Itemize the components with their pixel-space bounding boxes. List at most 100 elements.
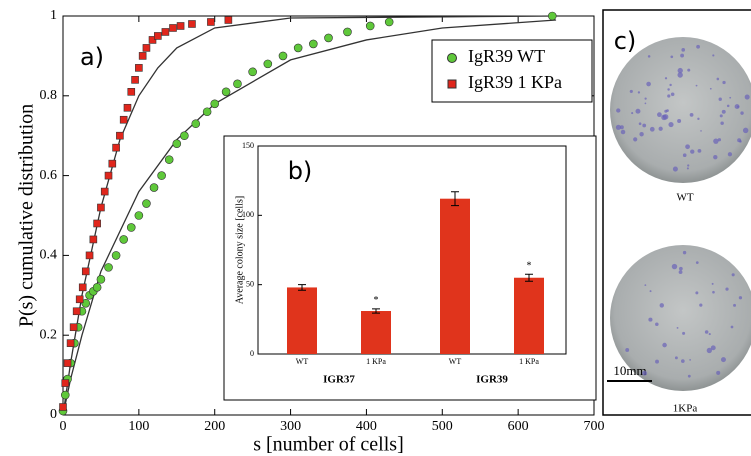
colony-speck bbox=[720, 357, 726, 363]
colony-speck bbox=[629, 89, 633, 94]
colony-speck bbox=[615, 124, 621, 130]
colony-speck bbox=[739, 140, 742, 143]
colony-speck bbox=[681, 359, 685, 363]
colony-speck bbox=[669, 83, 672, 87]
colony-speck bbox=[644, 102, 647, 105]
colony-speck bbox=[679, 266, 683, 271]
colony-speck bbox=[689, 112, 694, 117]
colony-speck bbox=[680, 53, 685, 58]
significance-mark: * bbox=[527, 261, 532, 272]
x-tick-label: 100 bbox=[128, 419, 149, 434]
data-point bbox=[278, 51, 288, 61]
data-point bbox=[81, 267, 90, 276]
data-point bbox=[104, 171, 113, 180]
inset-frame bbox=[223, 135, 597, 401]
data-point bbox=[111, 251, 121, 260]
data-point bbox=[89, 235, 98, 244]
colony-speck bbox=[697, 148, 702, 153]
data-point bbox=[180, 131, 189, 140]
colony-speck bbox=[667, 94, 671, 98]
data-point bbox=[210, 99, 220, 109]
data-point bbox=[154, 32, 162, 40]
bar bbox=[514, 277, 544, 354]
colony-speck bbox=[646, 81, 651, 87]
data-point bbox=[85, 251, 94, 260]
colony-speck bbox=[672, 166, 678, 172]
colony-speck bbox=[671, 263, 678, 270]
colony-speck bbox=[706, 347, 712, 354]
legend-label: IgR39 WT bbox=[468, 46, 545, 66]
colony-speck bbox=[642, 370, 648, 376]
colony-speck bbox=[689, 359, 691, 361]
data-point bbox=[97, 203, 105, 212]
y-tick-label: 0 bbox=[250, 349, 254, 358]
data-point bbox=[157, 171, 166, 180]
colony-speck bbox=[659, 303, 664, 308]
x-tick-label: WT bbox=[449, 357, 462, 366]
bar bbox=[440, 198, 470, 354]
colony-speck bbox=[696, 44, 700, 49]
colony-speck bbox=[670, 92, 675, 97]
colony-speck bbox=[716, 370, 721, 375]
colony-speck bbox=[655, 359, 659, 364]
colony-speck bbox=[687, 374, 691, 378]
data-point bbox=[149, 183, 159, 192]
colony-speck bbox=[697, 117, 700, 121]
colony-speck bbox=[686, 167, 689, 170]
error-bar bbox=[372, 308, 380, 314]
bar bbox=[361, 311, 391, 354]
fit-line bbox=[62, 15, 557, 416]
colony-speck bbox=[644, 284, 647, 287]
data-point bbox=[104, 263, 113, 272]
colony-speck bbox=[682, 153, 687, 158]
data-point bbox=[119, 235, 128, 244]
colony-speck bbox=[726, 104, 730, 108]
colony-speck bbox=[722, 80, 726, 85]
data-point bbox=[176, 22, 185, 30]
colony-speck bbox=[620, 129, 626, 135]
panel-label: c) bbox=[614, 27, 637, 55]
colony-speck bbox=[729, 96, 732, 99]
significance-mark: * bbox=[374, 295, 379, 306]
image-caption: WT bbox=[676, 192, 693, 204]
legend-marker bbox=[447, 53, 457, 63]
data-point bbox=[293, 43, 303, 53]
data-point bbox=[164, 155, 174, 164]
data-point bbox=[343, 27, 352, 37]
x-tick-label: 500 bbox=[432, 419, 453, 434]
y-tick-label: 0.8 bbox=[40, 88, 58, 103]
colony-speck bbox=[619, 125, 624, 130]
colony-speck bbox=[719, 114, 723, 118]
y-axis-label: Average colony size [cells] bbox=[234, 196, 245, 304]
colony-speck bbox=[718, 97, 722, 101]
data-point bbox=[191, 119, 201, 129]
data-point bbox=[112, 143, 120, 152]
colony-speck bbox=[631, 112, 634, 115]
data-point bbox=[202, 107, 212, 117]
colony-speck bbox=[742, 127, 749, 134]
data-point bbox=[188, 20, 196, 28]
colony-speck bbox=[695, 84, 698, 87]
x-tick-label: 1 KPa bbox=[519, 357, 539, 366]
colony-speck bbox=[713, 154, 718, 160]
data-point bbox=[69, 323, 78, 332]
scale-bar-label: 10mm bbox=[613, 363, 646, 378]
data-point bbox=[224, 16, 233, 24]
colony-speck bbox=[681, 48, 686, 52]
data-point bbox=[135, 64, 143, 72]
colony-speck bbox=[710, 345, 716, 351]
y-tick-label: 1 bbox=[50, 8, 57, 23]
data-point bbox=[263, 59, 273, 69]
dish-image bbox=[610, 245, 751, 391]
colony-speck bbox=[674, 356, 678, 360]
y-tick-label: 0.2 bbox=[40, 327, 58, 342]
data-point bbox=[61, 379, 70, 387]
colony-speck bbox=[721, 109, 726, 114]
data-point bbox=[100, 187, 109, 196]
colony-speck bbox=[690, 149, 695, 154]
colony-speck bbox=[727, 152, 733, 157]
y-tick-label: 0 bbox=[50, 407, 57, 422]
data-point bbox=[123, 103, 132, 112]
